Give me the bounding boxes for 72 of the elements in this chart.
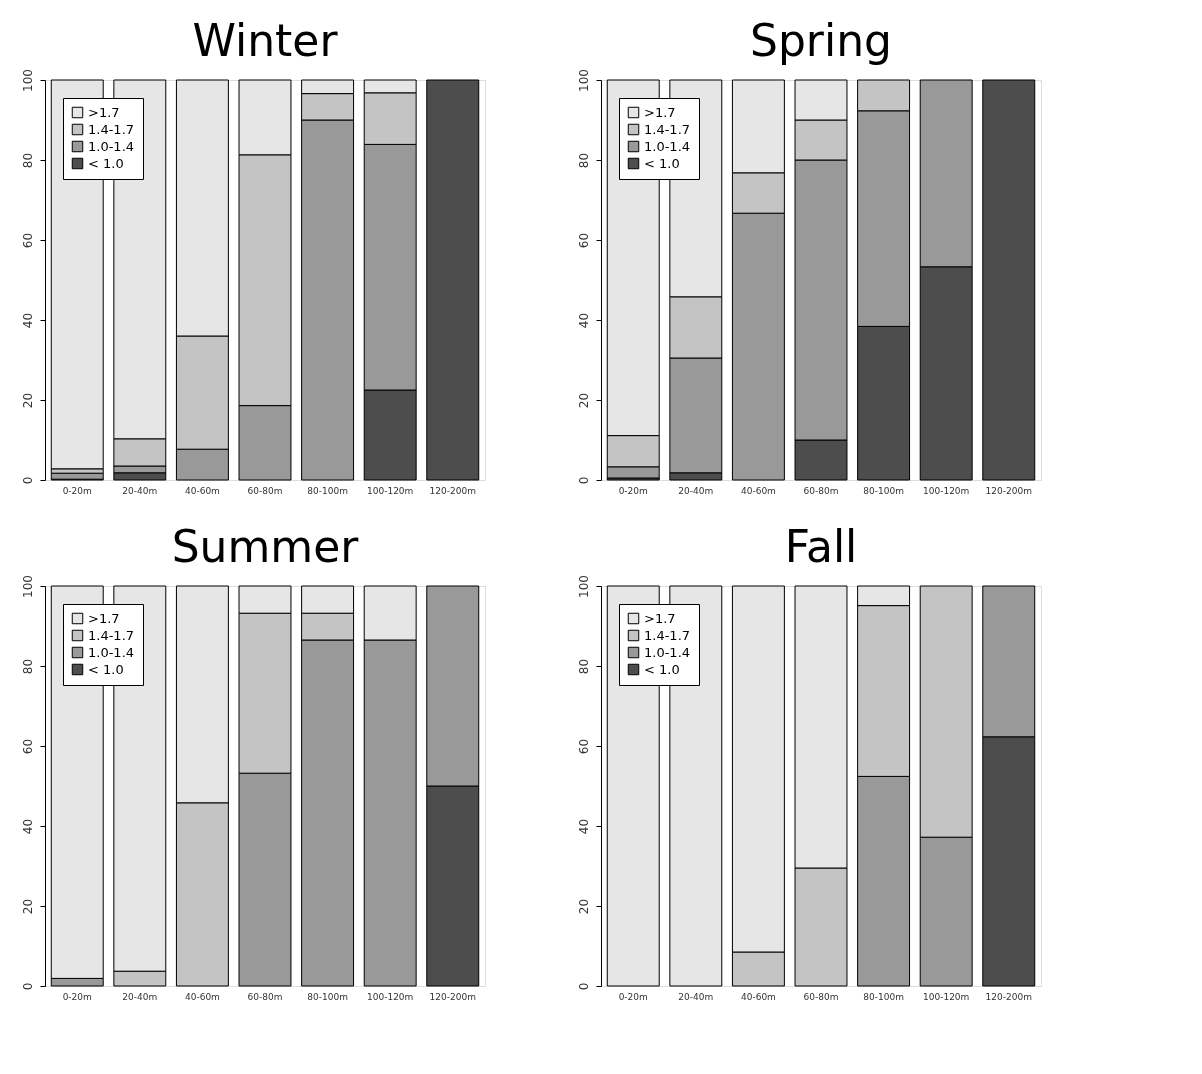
x-tick-label: 80-100m [307, 485, 348, 496]
legend-label: 1.0-1.4 [644, 138, 691, 154]
y-tick-label: 0 [20, 476, 35, 485]
x-tick-label: 20-40m [678, 485, 714, 496]
chart-title: Summer [171, 520, 360, 572]
y-tick-label: 40 [576, 818, 591, 835]
legend-label: < 1.0 [644, 155, 680, 171]
x-tick-label: 100-120m [366, 991, 414, 1002]
x-tick-label: 0-20m [62, 485, 92, 496]
y-tick-label: 100 [20, 69, 35, 92]
x-tick-label: 40-60m [184, 991, 220, 1002]
x-tick-label: 120-200m [429, 485, 476, 496]
legend-label: 1.4-1.7 [88, 121, 135, 137]
chart-title: Winter [192, 14, 339, 66]
x-tick-label: 60-80m [803, 991, 839, 1002]
x-tick-label: 100-120m [922, 485, 970, 496]
legend-label: 1.4-1.7 [644, 121, 691, 137]
y-tick-label: 100 [20, 575, 35, 598]
x-tick-label: 20-40m [122, 485, 158, 496]
legend-label: >1.7 [88, 104, 120, 120]
y-tick-label: 20 [20, 392, 35, 409]
y-tick-label: 40 [20, 818, 35, 835]
x-tick-label: 20-40m [122, 991, 158, 1002]
x-tick-label: 80-100m [863, 485, 904, 496]
x-tick-label: 40-60m [740, 991, 776, 1002]
y-tick-label: 80 [576, 152, 591, 169]
y-tick-label: 20 [576, 392, 591, 409]
y-tick-label: 60 [576, 232, 591, 249]
chart-title: Fall [784, 520, 858, 572]
y-tick-label: 100 [576, 575, 591, 598]
x-tick-label: 100-120m [922, 991, 970, 1002]
x-tick-label: 0-20m [62, 991, 92, 1002]
y-tick-label: 60 [576, 738, 591, 755]
x-tick-label: 0-20m [618, 991, 648, 1002]
x-tick-label: 80-100m [863, 991, 904, 1002]
legend-label: >1.7 [644, 610, 676, 626]
legend-label: >1.7 [644, 104, 676, 120]
legend-label: < 1.0 [88, 155, 124, 171]
y-tick-label: 0 [576, 982, 591, 991]
legend-label: >1.7 [88, 610, 120, 626]
y-tick-label: 80 [20, 658, 35, 675]
x-tick-label: 60-80m [247, 485, 283, 496]
legend-label: < 1.0 [644, 661, 680, 677]
y-tick-label: 0 [576, 476, 591, 485]
legend-label: < 1.0 [88, 661, 124, 677]
x-tick-label: 60-80m [247, 991, 283, 1002]
y-tick-label: 40 [576, 312, 591, 329]
legend-label: 1.0-1.4 [88, 644, 135, 660]
x-tick-label: 120-200m [985, 485, 1032, 496]
x-tick-label: 80-100m [307, 991, 348, 1002]
legend-label: 1.4-1.7 [88, 627, 135, 643]
x-tick-label: 40-60m [184, 485, 220, 496]
y-tick-label: 80 [576, 658, 591, 675]
x-tick-label: 20-40m [678, 991, 714, 1002]
legend-label: 1.0-1.4 [644, 644, 691, 660]
x-tick-label: 40-60m [740, 485, 776, 496]
y-tick-label: 60 [20, 738, 35, 755]
x-tick-label: 120-200m [985, 991, 1032, 1002]
y-tick-label: 0 [20, 982, 35, 991]
y-tick-label: 20 [576, 898, 591, 915]
x-tick-label: 0-20m [618, 485, 648, 496]
x-tick-label: 60-80m [803, 485, 839, 496]
y-tick-label: 80 [20, 152, 35, 169]
y-tick-label: 60 [20, 232, 35, 249]
y-tick-label: 20 [20, 898, 35, 915]
y-tick-label: 100 [576, 69, 591, 92]
legend-label: 1.0-1.4 [88, 138, 135, 154]
legend-label: 1.4-1.7 [644, 627, 691, 643]
x-tick-label: 100-120m [366, 485, 414, 496]
chart-title: Spring [750, 14, 892, 66]
y-tick-label: 40 [20, 312, 35, 329]
x-tick-label: 120-200m [429, 991, 476, 1002]
